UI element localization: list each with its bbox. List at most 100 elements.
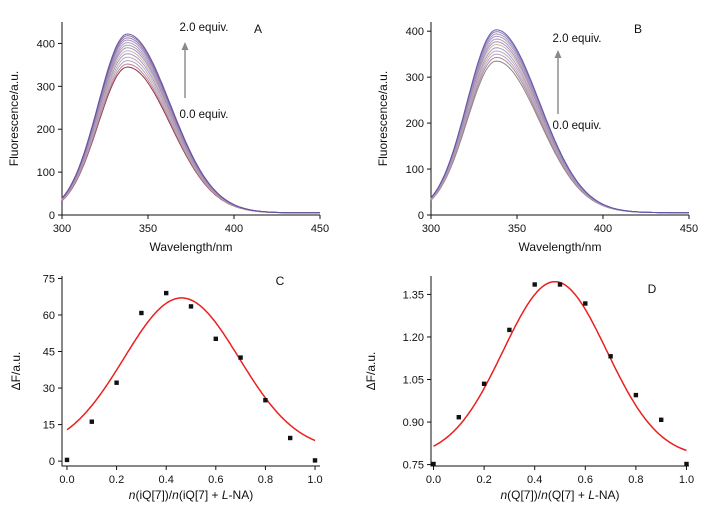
panel-a: 300 350 400 450 0 100 200 300 400 A Wavelength/nm F…: [7, 22, 329, 254]
x-tick-label: 0.8: [628, 474, 643, 486]
data-point: [312, 458, 318, 463]
y-tick-label: 30: [43, 383, 55, 395]
x-tick-label: 0.6: [208, 474, 223, 486]
spectrum-line: [430, 60, 689, 214]
spectrum-line: [430, 56, 689, 214]
y-tick-label: 45: [43, 347, 55, 359]
annotation-top: 2.0 equiv.: [179, 22, 228, 34]
data-point: [659, 417, 664, 422]
spectrum-line: [61, 42, 320, 214]
x-axis-label-part: L: [222, 488, 229, 502]
y-tick-label: 75: [43, 273, 55, 285]
y-tick-label: 0: [418, 210, 424, 222]
x-axis-label-part: n: [500, 488, 507, 502]
y-axis-label-part: /a.u.: [364, 352, 378, 375]
data-point: [481, 381, 487, 386]
panel-label: B: [634, 22, 642, 36]
y-tick-label: 1.35: [403, 289, 424, 301]
y-tick-label: 300: [37, 81, 55, 93]
spectrum-line: [61, 50, 320, 214]
panel-label: A: [254, 22, 262, 36]
data-point: [164, 290, 169, 296]
y-tick-label: 0: [49, 456, 55, 468]
x-axis-label: Wavelength/nm: [150, 240, 233, 254]
x-tick-label: 0.0: [426, 474, 441, 486]
y-tick-label: 300: [406, 72, 424, 84]
data-point: [288, 435, 293, 441]
y-axis-label: ΔF/a.u.: [364, 352, 378, 391]
annotation-bottom: 0.0 equiv.: [552, 120, 601, 132]
x-tick-label: 0.4: [527, 474, 542, 486]
axes-d: [430, 276, 689, 467]
spectrum-line: [61, 39, 320, 214]
data-point: [139, 310, 144, 316]
x-axis-label: n(Q[7])/n(Q[7] + L-NA): [500, 488, 619, 502]
y-tick-label: 200: [37, 124, 55, 136]
spectrum-line: [61, 37, 320, 214]
spectrum-line: [61, 35, 320, 214]
x-axis-label: Wavelength/nm: [519, 240, 602, 254]
spectrum-line: [61, 44, 320, 214]
x-tick-label: 0.2: [476, 474, 491, 486]
data-point: [608, 354, 613, 359]
x-axis-label-part: -NA): [595, 488, 620, 502]
y-tick-label: 0: [49, 210, 55, 222]
y-axis-label-part: /a.u.: [9, 352, 23, 375]
x-tick-label: 400: [594, 223, 612, 235]
data-point: [188, 304, 194, 309]
x-axis-label-part: (Q[7])/: [507, 488, 542, 502]
data-point: [263, 398, 268, 403]
data-point: [633, 392, 639, 398]
panel-label: C: [276, 274, 285, 288]
x-tick-label: 300: [53, 223, 71, 235]
x-tick-label: 1.0: [679, 474, 694, 486]
x-axis-label-part: (iQ[7])/: [135, 488, 172, 502]
x-tick-label: 0.0: [59, 474, 74, 486]
y-tick-label: 1.05: [403, 375, 424, 387]
data-point: [238, 355, 243, 360]
data-point: [431, 461, 436, 467]
y-tick-label: 0.75: [403, 460, 424, 472]
y-axis-label: Fluorescence/a.u.: [7, 71, 21, 166]
annotation-bottom: 0.0 equiv.: [179, 109, 228, 121]
y-axis-label-part: F: [9, 375, 23, 382]
panel-c: 0.0 0.2 0.4 0.6 0.8 1.0 0 15 30 45 60 75 Cn(iQ[7])/n…: [9, 273, 323, 502]
panel-d: 0.0 0.2 0.4 0.6 0.8 1.0 0.75 0.90 1.05 1.20 1.35 Dn…: [364, 276, 694, 502]
annotation-top: 2.0 equiv.: [552, 33, 601, 45]
x-axis-label-part: n: [541, 488, 548, 502]
y-tick-label: 400: [37, 38, 55, 50]
x-tick-label: 400: [225, 223, 243, 235]
x-axis-label-part: -NA): [229, 488, 254, 502]
arrow-head: [554, 50, 562, 58]
data-point: [507, 327, 512, 333]
x-axis-label-part: (Q[7] +: [548, 488, 588, 502]
panel-b: 300 350 400 450 0 100 200 300 400 B Wavelength/nm F…: [376, 22, 698, 254]
x-tick-label: 0.4: [159, 474, 174, 486]
data-point: [583, 301, 588, 306]
x-tick-label: 0.2: [109, 474, 124, 486]
x-tick-label: 300: [422, 223, 440, 235]
data-point: [213, 336, 218, 341]
spectrum-line: [61, 66, 320, 214]
y-axis-label-part: F: [364, 375, 378, 382]
data-point: [456, 415, 461, 420]
spectrum-line: [61, 53, 320, 214]
axes-b: [430, 22, 689, 216]
spectrum-line: [430, 53, 689, 214]
spectrum-line: [61, 56, 320, 214]
y-tick-label: 100: [37, 167, 55, 179]
x-axis-label: n(iQ[7])/n(iQ[7] + L-NA): [129, 488, 253, 502]
x-axis-label-part: n: [172, 488, 179, 502]
y-axis-label: ΔF/a.u.: [9, 352, 23, 391]
x-tick-label: 450: [311, 223, 329, 235]
y-tick-label: 100: [406, 164, 424, 176]
spectrum-line: [61, 47, 320, 214]
axes-c: [61, 276, 320, 467]
y-axis-label-part: Δ: [9, 382, 23, 390]
y-tick-label: 200: [406, 118, 424, 130]
y-tick-label: 60: [43, 310, 55, 322]
y-tick-label: 15: [43, 420, 55, 432]
x-axis-label-part: n: [129, 488, 136, 502]
x-axis-label-part: L: [588, 488, 595, 502]
